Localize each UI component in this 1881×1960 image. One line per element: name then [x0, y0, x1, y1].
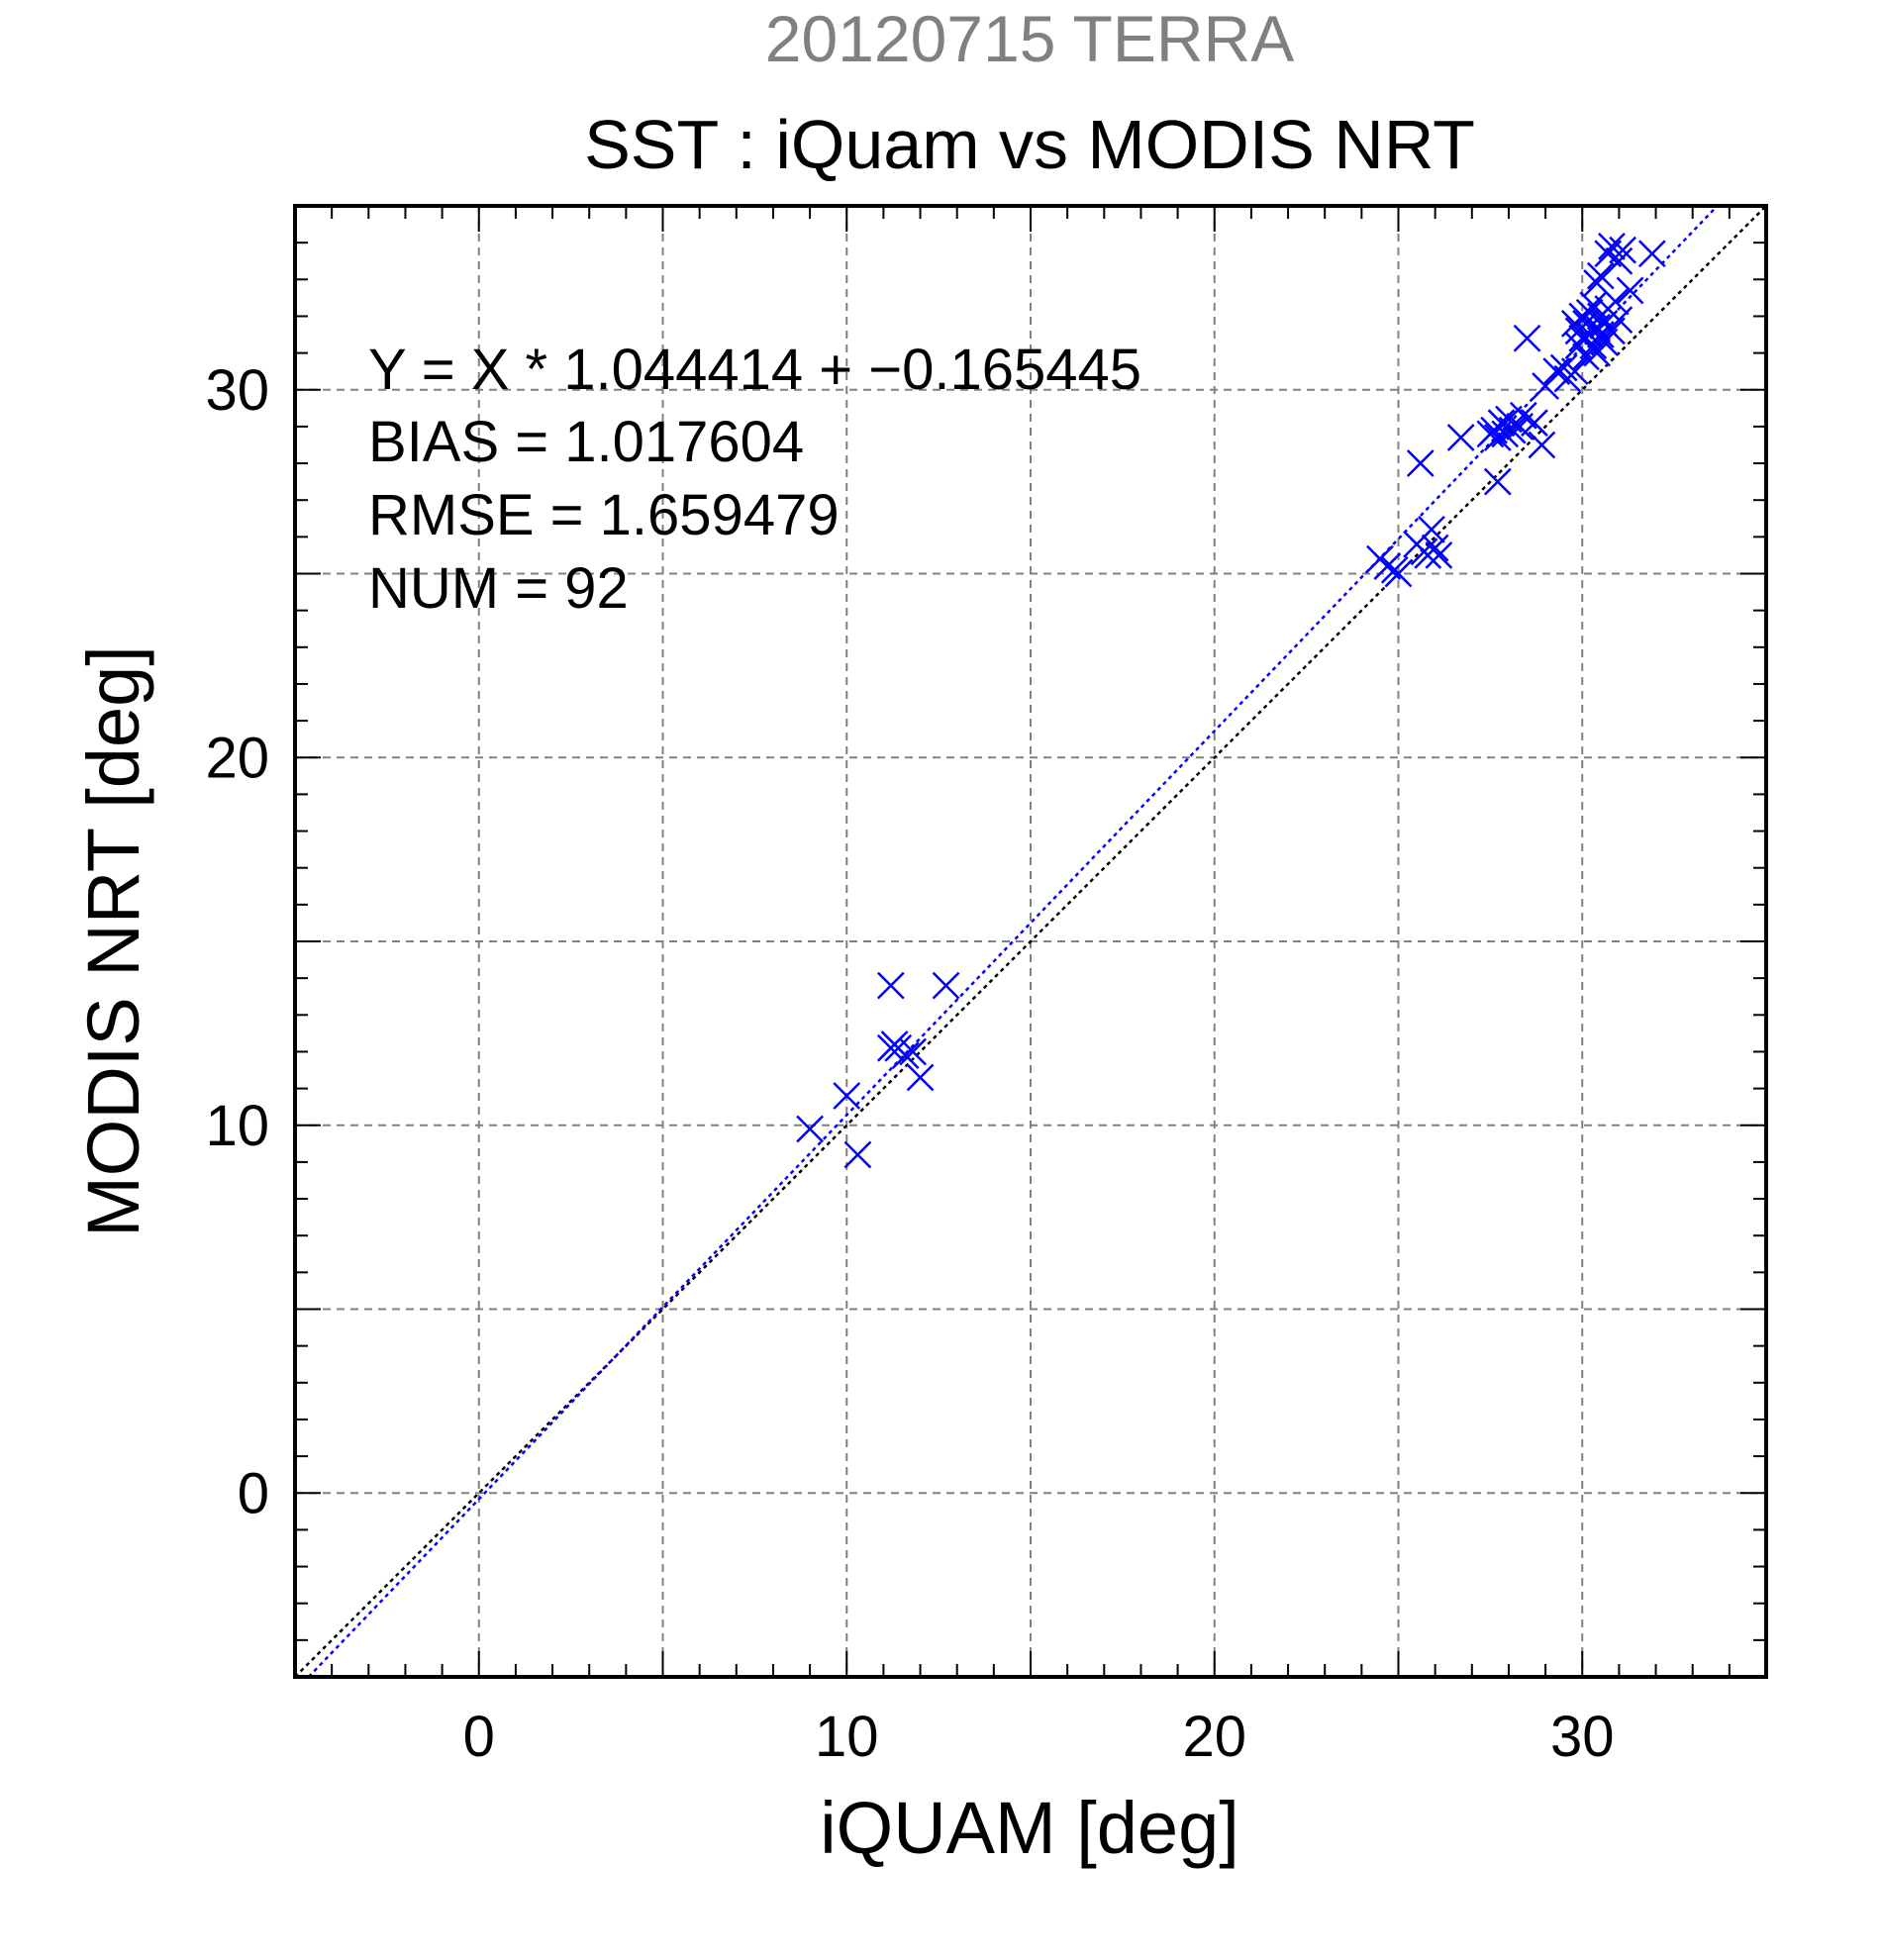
- data-point: [1384, 559, 1413, 588]
- y-tick-label: 20: [205, 726, 269, 790]
- data-point: [843, 1140, 872, 1169]
- x-tick-label: 20: [1182, 1705, 1246, 1769]
- data-point: [1605, 246, 1634, 275]
- y-tick-label: 30: [205, 358, 269, 423]
- x-axis-label: iQUAM [deg]: [820, 1787, 1239, 1869]
- plot-frame: [293, 204, 1768, 1679]
- data-point: [833, 1082, 861, 1110]
- chart-subtitle: SST : iQuam vs MODIS NRT: [584, 106, 1475, 183]
- data-point: [906, 1063, 935, 1092]
- data-point: [1406, 449, 1435, 477]
- data-point: [1446, 424, 1475, 451]
- data-point: [1421, 534, 1449, 562]
- data-point: [1560, 357, 1589, 386]
- data-point: [1483, 467, 1512, 496]
- stats-box: Y = X * 1.044414 + −0.165445 BIAS = 1.01…: [368, 338, 1141, 621]
- data-point: [1609, 236, 1636, 264]
- data-point: [1586, 261, 1615, 290]
- y-tick-label: 10: [205, 1094, 269, 1158]
- tick-labels: 0 10 20 30 0 10 20 30: [205, 358, 1614, 1769]
- y-tick-label: 0: [238, 1461, 269, 1525]
- data-point: [1637, 240, 1666, 268]
- data-point: [876, 971, 905, 1000]
- fit-equation: Y = X * 1.044414 + −0.165445: [368, 338, 1141, 402]
- data-point: [891, 1041, 920, 1070]
- data-points: [796, 232, 1666, 1169]
- x-tick-label: 30: [1550, 1705, 1615, 1769]
- num-value: NUM = 92: [368, 556, 629, 621]
- data-point: [1498, 416, 1527, 444]
- data-point: [1601, 287, 1630, 316]
- data-point: [899, 1037, 928, 1066]
- rmse-value: RMSE = 1.659479: [368, 483, 840, 547]
- data-point: [1521, 409, 1548, 438]
- fit-line: [307, 205, 1719, 1678]
- data-point: [1425, 541, 1453, 569]
- identity-line: [294, 205, 1767, 1678]
- data-point: [1605, 306, 1634, 335]
- data-point: [932, 971, 960, 1000]
- data-point: [1418, 516, 1445, 543]
- data-point: [1528, 431, 1556, 459]
- y-axis-label: MODIS NRT [deg]: [72, 645, 154, 1237]
- data-point: [1616, 276, 1644, 305]
- reference-lines: [294, 205, 1767, 1678]
- bias-value: BIAS = 1.017604: [368, 410, 804, 474]
- data-point: [1549, 353, 1578, 382]
- data-point: [1598, 232, 1626, 260]
- data-point: [1513, 324, 1541, 352]
- x-tick-label: 10: [815, 1705, 879, 1769]
- data-point: [1575, 298, 1604, 327]
- data-point: [796, 1115, 824, 1143]
- x-tick-label: 0: [463, 1705, 495, 1769]
- chart-title: 20120715 TERRA: [765, 2, 1294, 75]
